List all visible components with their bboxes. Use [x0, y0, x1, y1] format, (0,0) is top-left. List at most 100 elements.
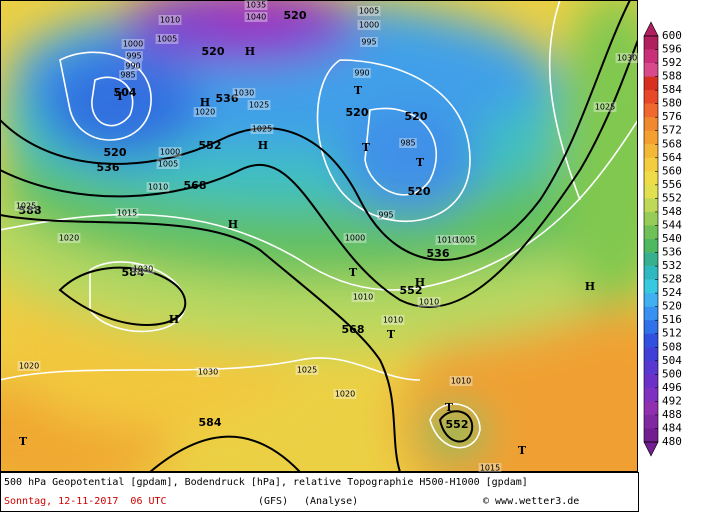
pressure-label: 1010	[148, 183, 168, 192]
pressure-label: 1020	[335, 390, 355, 399]
pressure-label: 1020	[59, 234, 79, 243]
label-backdrop	[615, 53, 639, 63]
geopotential-label: 552	[446, 418, 469, 431]
colorbar-band	[644, 90, 658, 104]
high-label: H	[200, 96, 210, 109]
pressure-label: 1025	[249, 101, 269, 110]
pressure-label: 1025	[297, 366, 317, 375]
label-backdrop	[250, 124, 274, 134]
colorbar-label: 532	[662, 259, 682, 272]
colorbar-label: 516	[662, 313, 682, 326]
geopotential-label: 520	[405, 110, 428, 123]
low-label: T	[518, 444, 527, 457]
colorbar-band	[644, 428, 658, 443]
geopotential-label: 504	[114, 86, 137, 99]
pressure-label: 1010	[383, 316, 403, 325]
label-backdrop	[158, 147, 182, 157]
colorbar-band	[644, 401, 658, 416]
label-backdrop	[357, 6, 381, 16]
colorbar-label: 492	[662, 394, 682, 407]
pressure-label: 1010	[451, 377, 471, 386]
pressure-label: 1000	[123, 40, 143, 49]
low-label: T	[387, 328, 396, 341]
pressure-label: 990	[354, 69, 369, 78]
footer-date: Sonntag, 12-11-2017 06 UTC	[4, 496, 167, 507]
colorbar-label: 584	[662, 83, 682, 96]
pressure-label: 1025	[252, 125, 272, 134]
pressure-label: 1010	[419, 298, 439, 307]
colorbar-band	[644, 211, 658, 226]
geopotential-label: 536	[427, 247, 450, 260]
colorbar-label: 592	[662, 56, 682, 69]
label-backdrop	[478, 463, 502, 473]
label-backdrop	[449, 376, 473, 386]
colorbar-band	[644, 387, 658, 402]
pressure-label: 1005	[158, 160, 178, 169]
pressure-label: 985	[400, 139, 415, 148]
label-backdrop	[417, 297, 441, 307]
colorbar-label: 508	[662, 340, 682, 353]
colorbar-label: 484	[662, 421, 682, 434]
footer-model: (GFS)	[258, 496, 288, 507]
low-label: T	[354, 84, 363, 97]
label-backdrop	[244, 12, 268, 22]
colorbar-label: 548	[662, 205, 682, 218]
label-backdrop	[115, 208, 139, 218]
high-label: H	[258, 139, 268, 152]
label-backdrop	[124, 61, 142, 71]
colorbar-label: 560	[662, 164, 682, 177]
pressure-label: 1000	[345, 234, 365, 243]
label-backdrop	[357, 20, 381, 30]
geopotential-label: 536	[216, 92, 239, 105]
label-backdrop	[593, 102, 617, 112]
pressure-label: 1010	[437, 236, 457, 245]
pressure-label: 1000	[359, 21, 379, 30]
colorbar-band	[644, 279, 658, 294]
colorbar-label: 536	[662, 246, 682, 259]
geopotential-label: 520	[284, 9, 307, 22]
label-backdrop	[17, 361, 41, 371]
label-backdrop	[146, 182, 170, 192]
label-backdrop	[360, 37, 378, 47]
geopotential-label: 552	[199, 139, 222, 152]
label-backdrop	[399, 138, 417, 148]
label-backdrop	[156, 159, 180, 169]
geopotential-label: 568	[342, 323, 365, 336]
map-labels: 504 520 536 552 568 588 584 584 520 520 536 520 520 5…	[14, 0, 639, 473]
pressure-label: 1005	[359, 7, 379, 16]
pressure-label: 1040	[246, 13, 266, 22]
label-backdrop	[244, 0, 268, 10]
high-label: H	[245, 45, 255, 58]
pressure-label: 1015	[480, 464, 500, 473]
colorbar-label: 596	[662, 43, 682, 56]
label-backdrop	[435, 235, 459, 245]
pressure-label: 1030	[133, 265, 153, 274]
colorbar-label: 588	[662, 70, 682, 83]
pressure-label: 1010	[160, 16, 180, 25]
geopotential-label: 584	[122, 266, 145, 279]
colorbar-label: 488	[662, 408, 682, 421]
colorbar-label: 572	[662, 124, 682, 137]
geopotential-label: 520	[202, 45, 225, 58]
pressure-label: 1020	[195, 108, 215, 117]
pressure-label: 1025	[16, 202, 36, 211]
colorbar-label: 556	[662, 178, 682, 191]
label-backdrop	[377, 210, 395, 220]
colorbar-band	[644, 320, 658, 335]
footer-credit[interactable]: © www.wetter3.de	[483, 496, 579, 507]
pressure-label: 1025	[595, 103, 615, 112]
low-label: T	[445, 401, 454, 414]
pressure-label: 1020	[19, 362, 39, 371]
colorbar-label: 600	[662, 29, 682, 42]
colorbar-label: 480	[662, 435, 682, 448]
footer-box	[0, 472, 639, 512]
colorbar-band	[644, 157, 658, 172]
colorbar-label: 528	[662, 273, 682, 286]
geopotential-label: 520	[408, 185, 431, 198]
colorbar-band	[644, 171, 658, 186]
colorbar-band	[644, 49, 658, 64]
low-label: T	[116, 90, 125, 103]
colorbar-label: 564	[662, 151, 682, 164]
high-label: H	[228, 218, 238, 231]
